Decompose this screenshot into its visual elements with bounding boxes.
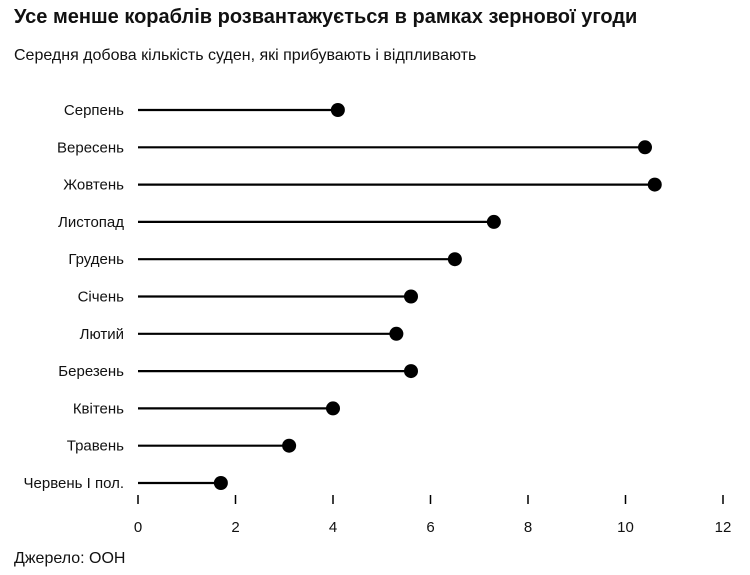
- data-point: [638, 140, 652, 155]
- source-note: Джерело: ООН: [14, 550, 126, 567]
- x-tick-label: 2: [231, 519, 239, 536]
- chart-title: Усе менше кораблів розвантажується в рам…: [14, 6, 638, 28]
- data-point: [404, 364, 418, 379]
- chart-subtitle: Середня добова кількість суден, які приб…: [14, 47, 477, 64]
- data-point: [213, 476, 228, 490]
- data-point: [647, 177, 662, 192]
- x-tick-label: 0: [134, 519, 142, 536]
- stems-group: [138, 108, 655, 485]
- category-label: Жовтень: [63, 177, 124, 194]
- x-tick-label: 8: [524, 519, 532, 536]
- x-tick-label: 10: [617, 519, 634, 536]
- x-axis: 0 2 4 6 8 10 12: [134, 495, 732, 536]
- category-labels: Серпень Вересень Жовтень Листопад Грудень Січ…: [24, 102, 125, 492]
- category-label: Лютий: [80, 326, 124, 343]
- category-label: Листопад: [58, 214, 124, 231]
- data-point: [326, 401, 340, 416]
- data-point: [486, 214, 501, 229]
- data-point: [447, 252, 462, 267]
- data-point: [330, 103, 345, 117]
- data-point: [282, 438, 297, 453]
- x-tick-label: 12: [715, 519, 732, 536]
- category-label: Січень: [78, 289, 125, 306]
- category-label: Вересень: [57, 139, 124, 156]
- x-tick-label: 6: [426, 519, 434, 536]
- category-label: Серпень: [64, 102, 124, 119]
- category-label: Грудень: [68, 251, 124, 268]
- x-tick-label: 4: [329, 519, 337, 536]
- category-label: Березень: [58, 363, 124, 380]
- data-point: [404, 289, 418, 304]
- category-label: Червень I пол.: [24, 475, 124, 492]
- category-label: Квітень: [73, 400, 124, 417]
- category-label: Травень: [67, 438, 124, 455]
- data-point: [389, 326, 404, 341]
- dots-group: [213, 103, 662, 490]
